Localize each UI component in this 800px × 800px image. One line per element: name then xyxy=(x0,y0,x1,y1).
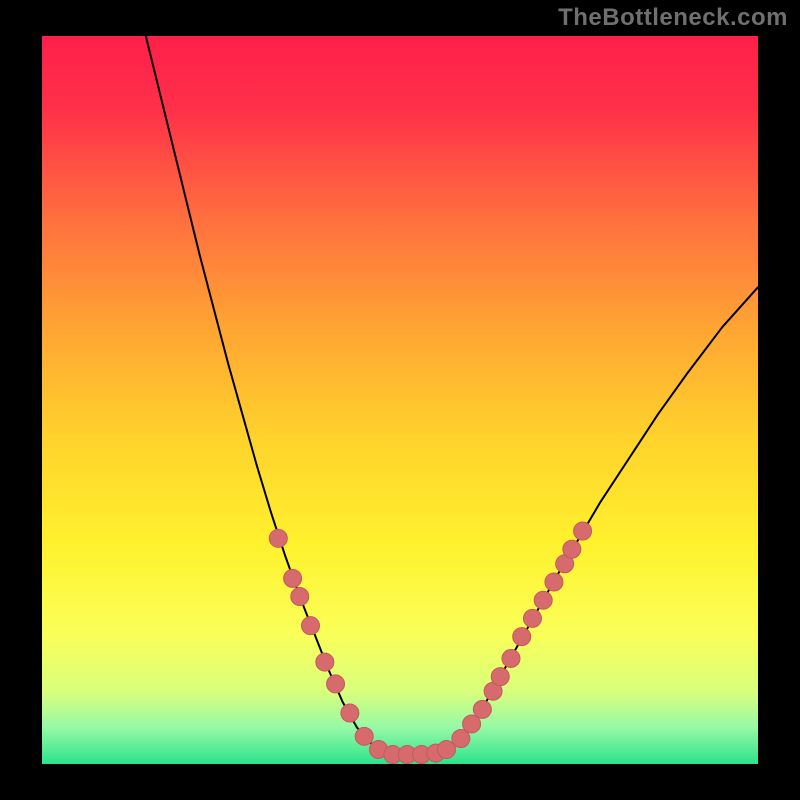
scatter-point xyxy=(513,628,531,646)
scatter-point xyxy=(545,573,563,591)
scatter-point xyxy=(302,617,320,635)
plot-background xyxy=(42,36,758,764)
scatter-point xyxy=(534,591,552,609)
chart-stage: TheBottleneck.com xyxy=(0,0,800,800)
bottleneck-curve-chart xyxy=(0,0,800,800)
watermark-text: TheBottleneck.com xyxy=(558,4,788,32)
scatter-point xyxy=(491,668,509,686)
scatter-point xyxy=(269,529,287,547)
scatter-point xyxy=(563,540,581,558)
scatter-point xyxy=(523,609,541,627)
scatter-point xyxy=(355,727,373,745)
scatter-point xyxy=(316,653,334,671)
scatter-point xyxy=(574,522,592,540)
scatter-point xyxy=(341,704,359,722)
scatter-point xyxy=(502,649,520,667)
scatter-point xyxy=(473,700,491,718)
scatter-point xyxy=(284,569,302,587)
scatter-point xyxy=(291,588,309,606)
scatter-point xyxy=(327,675,345,693)
